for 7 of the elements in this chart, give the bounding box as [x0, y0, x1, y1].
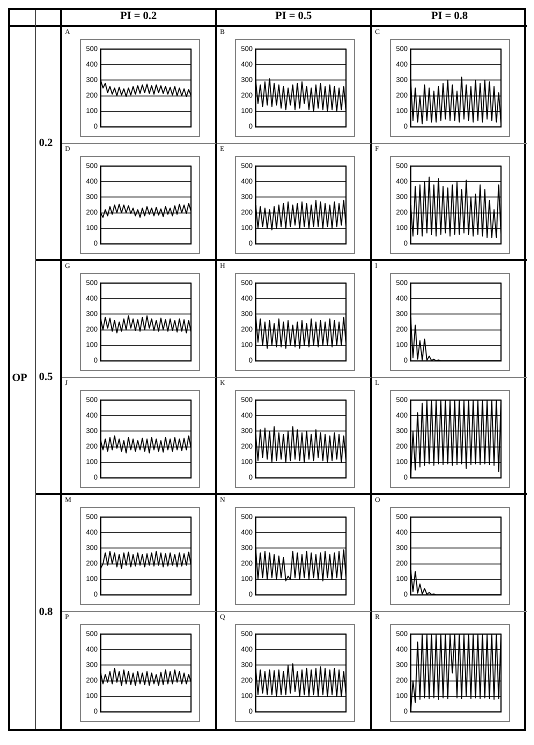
text: PI = 0.2 — [62, 10, 217, 27]
text: 0.5 — [36, 261, 62, 495]
text: PI = 0.5 — [217, 10, 372, 27]
text: OP — [10, 27, 36, 729]
text: 0.2 — [36, 27, 62, 261]
text: PI = 0.8 — [372, 10, 527, 27]
text: 0.8 — [36, 495, 62, 729]
